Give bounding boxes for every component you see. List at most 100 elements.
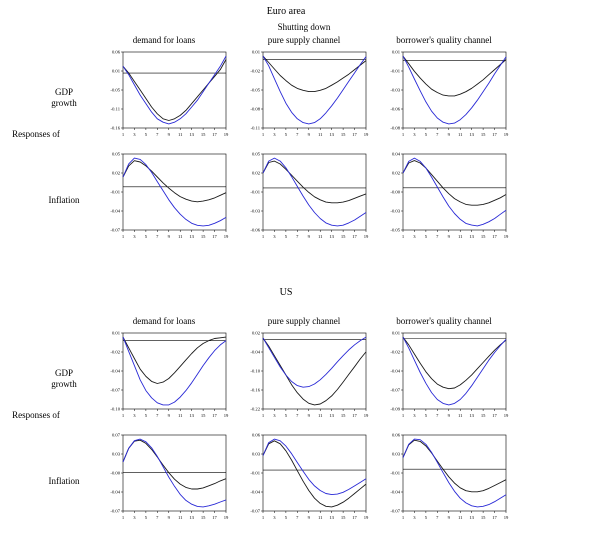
- svg-text:17: 17: [352, 234, 357, 239]
- svg-text:-0.10: -0.10: [250, 369, 260, 374]
- svg-text:-0.07: -0.07: [110, 388, 120, 393]
- svg-text:-0.00: -0.00: [390, 190, 400, 195]
- column-subtitle: [94, 302, 234, 315]
- svg-text:3: 3: [273, 132, 276, 137]
- svg-text:0.06: 0.06: [392, 433, 401, 438]
- svg-text:1: 1: [402, 132, 405, 137]
- svg-text:3: 3: [413, 515, 416, 520]
- svg-text:5: 5: [425, 234, 428, 239]
- svg-text:15: 15: [201, 515, 206, 520]
- svg-text:11: 11: [458, 234, 463, 239]
- panel-euro-area: Euro area Responses of demand for loans …: [6, 6, 594, 251]
- svg-text:19: 19: [224, 234, 229, 239]
- svg-text:7: 7: [156, 132, 159, 137]
- svg-text:1: 1: [402, 234, 405, 239]
- svg-text:-0.04: -0.04: [110, 209, 120, 214]
- svg-text:5: 5: [425, 413, 428, 418]
- chart-grid-euro: demand for loans Shutting down pure supp…: [6, 19, 594, 251]
- svg-text:-0.16: -0.16: [250, 388, 260, 393]
- svg-text:15: 15: [481, 132, 486, 137]
- svg-text:3: 3: [273, 515, 276, 520]
- svg-text:13: 13: [329, 132, 334, 137]
- svg-text:19: 19: [224, 413, 229, 418]
- svg-text:11: 11: [178, 515, 183, 520]
- svg-text:13: 13: [329, 234, 334, 239]
- svg-text:-0.05: -0.05: [110, 88, 120, 93]
- svg-text:11: 11: [458, 132, 463, 137]
- svg-text:5: 5: [425, 132, 428, 137]
- svg-text:-0.04: -0.04: [390, 490, 400, 495]
- svg-text:0.06: 0.06: [252, 433, 261, 438]
- svg-text:0.01: 0.01: [252, 50, 261, 55]
- svg-text:17: 17: [352, 515, 357, 520]
- svg-text:0.02: 0.02: [252, 331, 261, 336]
- svg-text:-0.10: -0.10: [110, 407, 120, 412]
- svg-text:9: 9: [168, 132, 171, 137]
- svg-text:7: 7: [296, 132, 299, 137]
- svg-text:-0.01: -0.01: [110, 190, 120, 195]
- side-label-responses-of-euro: Responses of: [12, 128, 60, 139]
- panel-title-euro-area: Euro area: [266, 6, 306, 17]
- svg-text:7: 7: [156, 413, 159, 418]
- chart-euro-inflation-demand: -0.07 -0.04 -0.01 0.02 0.05 1 3 5 7 9 11 13 15 17 19: [94, 149, 234, 251]
- svg-text:9: 9: [308, 413, 311, 418]
- chart-us-inflation-demand: -0.07 -0.04 -0.00 0.03 0.07 1 3 5 7 9 11 13 15 17 19: [94, 430, 234, 532]
- chart-grid-us: demand for loans pure supply channel bor…: [6, 300, 594, 532]
- svg-text:-0.11: -0.11: [111, 107, 121, 112]
- chart-us-gdp-demand: -0.10 -0.07 -0.04 -0.02 0.01 1 3 5 7 9 11 13 15 17 19: [94, 328, 234, 430]
- svg-text:1: 1: [122, 234, 125, 239]
- svg-text:11: 11: [458, 515, 463, 520]
- svg-text:3: 3: [133, 234, 136, 239]
- svg-text:7: 7: [436, 413, 439, 418]
- svg-text:3: 3: [273, 413, 276, 418]
- svg-text:1: 1: [262, 413, 265, 418]
- svg-text:5: 5: [285, 234, 288, 239]
- svg-text:15: 15: [201, 132, 206, 137]
- svg-text:-0.05: -0.05: [390, 228, 400, 233]
- column-subtitle: [374, 21, 514, 34]
- chart-euro-inflation-pure-supply: -0.06 -0.03 -0.01 0.02 0.05 1 3 5 7 9 11 13 15 17 19: [234, 149, 374, 251]
- svg-text:19: 19: [364, 413, 369, 418]
- svg-text:19: 19: [504, 234, 509, 239]
- svg-text:7: 7: [156, 515, 159, 520]
- svg-text:1: 1: [402, 515, 405, 520]
- svg-text:-0.04: -0.04: [390, 369, 400, 374]
- svg-text:-0.08: -0.08: [390, 126, 400, 131]
- svg-text:17: 17: [352, 132, 357, 137]
- svg-text:-0.01: -0.01: [250, 190, 260, 195]
- chart-euro-inflation-borrower-quality: -0.05 -0.03 -0.00 0.02 0.04 1 3 5 7 9 11 13 15 17 19: [374, 149, 514, 251]
- svg-text:13: 13: [189, 413, 194, 418]
- svg-text:19: 19: [364, 234, 369, 239]
- svg-text:17: 17: [492, 515, 497, 520]
- svg-text:11: 11: [178, 234, 183, 239]
- svg-text:3: 3: [133, 132, 136, 137]
- svg-text:5: 5: [285, 413, 288, 418]
- svg-text:5: 5: [145, 234, 148, 239]
- svg-text:-0.11: -0.11: [251, 126, 261, 131]
- column-header-demand-us: demand for loans: [94, 300, 234, 328]
- grid-corner-euro: [6, 19, 94, 47]
- svg-text:-0.07: -0.07: [250, 509, 260, 514]
- svg-text:19: 19: [504, 515, 509, 520]
- column-label: demand for loans: [132, 316, 196, 326]
- svg-text:0.02: 0.02: [252, 171, 261, 176]
- svg-text:11: 11: [318, 132, 323, 137]
- svg-text:17: 17: [212, 234, 217, 239]
- svg-text:5: 5: [145, 132, 148, 137]
- svg-text:17: 17: [492, 132, 497, 137]
- svg-text:-0.03: -0.03: [390, 88, 400, 93]
- svg-text:13: 13: [469, 132, 474, 137]
- chart-us-inflation-borrower-quality: -0.07 -0.04 -0.01 0.03 0.06 1 3 5 7 9 11 13 15 17 19: [374, 430, 514, 532]
- svg-text:-0.07: -0.07: [110, 509, 120, 514]
- svg-text:-0.03: -0.03: [390, 209, 400, 214]
- svg-text:11: 11: [458, 413, 463, 418]
- column-label: borrower's quality channel: [396, 35, 492, 45]
- svg-text:1: 1: [122, 413, 125, 418]
- svg-text:0.01: 0.01: [392, 331, 401, 336]
- svg-text:3: 3: [133, 413, 136, 418]
- svg-text:-0.02: -0.02: [110, 350, 120, 355]
- chart-us-gdp-pure-supply: -0.22 -0.16 -0.10 -0.04 0.02 1 3 5 7 9 11 13 15 17 19: [234, 328, 374, 430]
- svg-text:0.01: 0.01: [112, 69, 121, 74]
- svg-text:15: 15: [481, 515, 486, 520]
- grid-corner-us: [6, 300, 94, 328]
